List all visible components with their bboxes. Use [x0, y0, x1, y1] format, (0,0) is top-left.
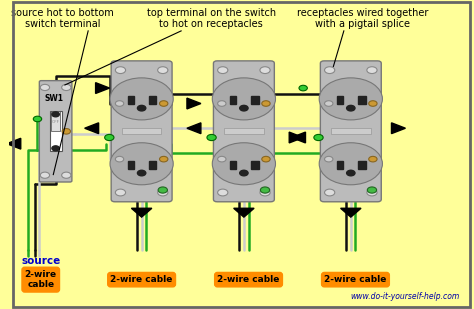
Bar [149, 96, 156, 104]
Polygon shape [85, 123, 99, 134]
Polygon shape [341, 208, 361, 217]
Bar [251, 96, 259, 104]
Text: 2-wire cable: 2-wire cable [218, 275, 280, 284]
Bar [149, 161, 156, 169]
Text: 2-wire cable: 2-wire cable [110, 275, 173, 284]
Circle shape [325, 189, 335, 196]
Circle shape [367, 67, 377, 74]
Circle shape [52, 146, 59, 151]
Polygon shape [292, 132, 305, 143]
Circle shape [62, 129, 71, 134]
Circle shape [62, 172, 71, 178]
Circle shape [299, 85, 307, 91]
Circle shape [369, 156, 377, 162]
Circle shape [346, 170, 355, 176]
Circle shape [52, 112, 59, 117]
Circle shape [262, 101, 270, 106]
Bar [337, 161, 343, 169]
FancyBboxPatch shape [213, 61, 274, 202]
Polygon shape [392, 123, 405, 134]
Bar [50, 111, 62, 151]
Circle shape [218, 67, 228, 74]
Circle shape [137, 105, 146, 111]
Circle shape [62, 84, 71, 91]
Circle shape [240, 170, 248, 176]
Polygon shape [131, 208, 152, 217]
Bar [128, 96, 134, 104]
Text: receptacles wired together
with a pigtail splice: receptacles wired together with a pigtai… [297, 8, 428, 29]
Text: 2-wire cable: 2-wire cable [324, 275, 387, 284]
Circle shape [105, 134, 114, 141]
Circle shape [260, 187, 270, 193]
Circle shape [319, 78, 383, 120]
Circle shape [262, 156, 270, 162]
Text: 2-wire
cable: 2-wire cable [25, 270, 57, 289]
Text: OFF: OFF [52, 120, 60, 124]
Circle shape [115, 67, 126, 74]
Circle shape [240, 105, 248, 111]
Circle shape [40, 84, 50, 91]
Circle shape [218, 156, 226, 162]
Circle shape [367, 189, 377, 196]
Circle shape [325, 156, 333, 162]
Circle shape [218, 189, 228, 196]
Text: www.do-it-yourself-help.com: www.do-it-yourself-help.com [351, 292, 460, 301]
Polygon shape [234, 208, 254, 217]
Bar [230, 161, 237, 169]
Circle shape [260, 189, 270, 196]
Text: source hot to bottom
switch terminal: source hot to bottom switch terminal [11, 8, 114, 29]
Bar [337, 96, 343, 104]
Polygon shape [187, 98, 201, 109]
Circle shape [158, 187, 167, 193]
Circle shape [137, 170, 146, 176]
Text: source: source [21, 256, 60, 266]
Bar [122, 128, 161, 134]
Circle shape [160, 101, 168, 106]
Bar [224, 128, 264, 134]
Circle shape [110, 78, 173, 120]
Circle shape [160, 156, 168, 162]
Circle shape [33, 116, 42, 122]
Bar [128, 161, 134, 169]
Bar [358, 161, 365, 169]
Polygon shape [289, 132, 303, 143]
Bar [251, 161, 259, 169]
Circle shape [158, 189, 168, 196]
Circle shape [110, 143, 173, 185]
Circle shape [212, 78, 275, 120]
Polygon shape [7, 138, 21, 149]
Text: top terminal on the switch
to hot on receptacles: top terminal on the switch to hot on rec… [147, 8, 276, 29]
Polygon shape [187, 123, 201, 134]
Circle shape [115, 189, 126, 196]
Circle shape [40, 172, 50, 178]
Circle shape [158, 67, 168, 74]
Text: SW1: SW1 [45, 94, 64, 104]
Bar [51, 111, 60, 131]
Circle shape [346, 105, 355, 111]
Circle shape [115, 156, 124, 162]
Bar [230, 96, 237, 104]
Bar [358, 96, 365, 104]
Circle shape [319, 143, 383, 185]
FancyBboxPatch shape [320, 61, 381, 202]
Circle shape [115, 101, 124, 106]
Circle shape [260, 67, 270, 74]
Circle shape [325, 67, 335, 74]
FancyBboxPatch shape [39, 81, 72, 182]
Circle shape [325, 101, 333, 106]
Polygon shape [96, 83, 109, 94]
FancyBboxPatch shape [111, 61, 172, 202]
Circle shape [207, 134, 216, 141]
Circle shape [218, 101, 226, 106]
Circle shape [314, 134, 323, 141]
Bar [331, 128, 371, 134]
Circle shape [212, 143, 275, 185]
Circle shape [367, 187, 377, 193]
Circle shape [369, 101, 377, 106]
